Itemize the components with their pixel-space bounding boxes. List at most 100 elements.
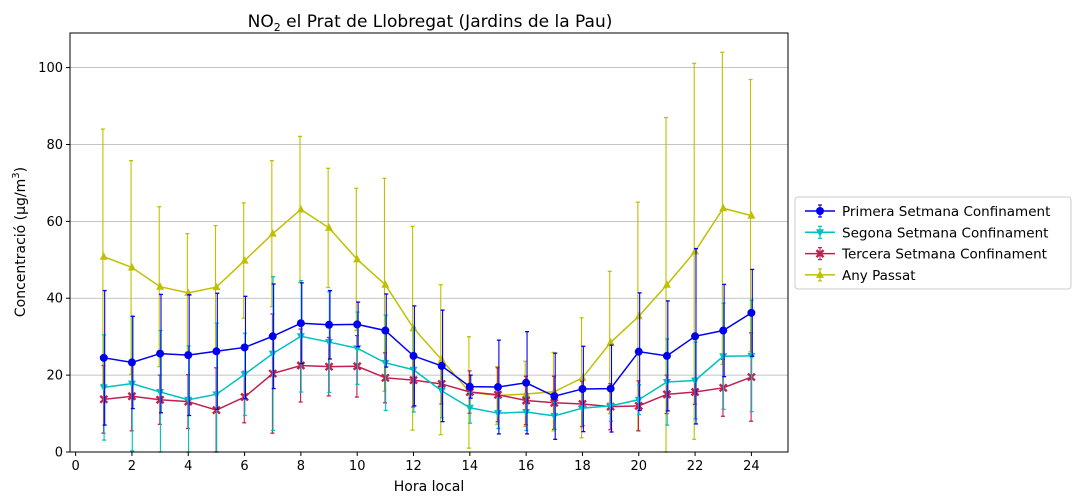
legend-label: Primera Setmana Confinament [842, 204, 1050, 220]
legend-item: Primera Setmana Confinament [805, 204, 1050, 220]
data-point [719, 203, 728, 212]
data-point [522, 378, 531, 387]
data-point [606, 337, 615, 346]
y-tick-label: 0 [55, 446, 63, 461]
chart-title-subscript: 2 [274, 21, 281, 34]
data-point [325, 339, 334, 347]
data-point [578, 405, 587, 413]
data-point [212, 282, 221, 291]
data-point [662, 280, 671, 288]
data-point [409, 366, 418, 375]
series-0 [99, 248, 756, 440]
y-axis-label-superscript: 3 [11, 172, 22, 178]
data-point [156, 282, 165, 290]
data-point [606, 384, 615, 393]
data-point [691, 332, 700, 341]
x-tick-label: 14 [462, 459, 479, 474]
data-point [353, 254, 362, 263]
data-point [662, 379, 671, 387]
data-point [381, 280, 390, 288]
data-point [662, 351, 671, 360]
data-point [578, 384, 587, 393]
x-tick-label: 10 [349, 459, 366, 474]
x-tick-label: 2 [128, 459, 136, 474]
series-line [103, 207, 752, 397]
data-point [212, 391, 221, 399]
data-point [719, 353, 728, 361]
legend-box [794, 196, 1072, 290]
x-axis: 0 2 4 6 8 10 12 14 16 18 20 22 24 [71, 452, 760, 474]
grid [70, 67, 788, 453]
x-tick-label: 16 [518, 459, 535, 474]
legend-item: Tercera Setmana Confinament [805, 247, 1047, 263]
x-tick-label: 6 [240, 459, 248, 474]
legend-marker [816, 229, 824, 237]
data-point [522, 409, 531, 417]
data-point [268, 229, 277, 237]
legend-label: Segona Setmana Confinament [842, 225, 1048, 241]
data-point [465, 382, 474, 391]
series-line [103, 312, 752, 398]
data-point [268, 332, 277, 341]
y-tick-label: 20 [46, 369, 63, 384]
x-tick-label: 18 [574, 459, 591, 474]
y-axis-label: Concentració (µg/m3) [11, 167, 29, 317]
chart-title-rest: el Prat de Llobregat (Jardins de la Pau) [281, 12, 613, 32]
data-point [240, 371, 249, 379]
data-point [127, 358, 136, 367]
y-tick-label: 40 [46, 292, 63, 307]
y-tick-label: 60 [46, 215, 63, 230]
y-axis-label-main: Concentració (µg/m [13, 179, 29, 317]
data-point [747, 308, 756, 317]
data-point [156, 349, 165, 358]
legend-label: Any Passat [842, 268, 916, 284]
x-tick-label: 0 [71, 459, 79, 474]
series-line [103, 364, 752, 411]
legend-item: Any Passat [805, 268, 916, 284]
x-tick-label: 22 [687, 459, 704, 474]
legend: Primera Setmana Confinament Segona Setman… [794, 196, 1072, 290]
y-tick-label: 100 [38, 61, 63, 76]
data-point [550, 412, 559, 421]
x-tick-label: 4 [184, 459, 192, 474]
series-1 [99, 276, 756, 453]
legend-marker [816, 207, 824, 215]
x-tick-label: 8 [297, 459, 305, 474]
data-point [634, 311, 643, 320]
series-3 [99, 51, 756, 453]
y-tick-label: 80 [46, 138, 63, 153]
data-point [381, 359, 390, 368]
data-point [578, 373, 587, 381]
data-point [127, 380, 136, 389]
x-tick-label: 20 [630, 459, 647, 474]
data-point [691, 377, 700, 386]
data-point [437, 387, 446, 396]
legend-label: Tercera Setmana Confinament [841, 247, 1047, 263]
data-point [634, 396, 643, 405]
data-point [127, 262, 136, 271]
data-point [353, 320, 362, 329]
data-point [550, 392, 559, 401]
data-point [212, 347, 221, 356]
data-point [719, 326, 728, 335]
data-point [606, 402, 615, 411]
x-tick-label: 12 [405, 459, 422, 474]
data-point [437, 361, 446, 370]
data-point [99, 384, 108, 392]
data-point [381, 326, 390, 335]
data-point [493, 410, 502, 418]
series-2 [99, 313, 756, 453]
plot-frame [69, 32, 789, 453]
data-point [325, 320, 334, 329]
x-axis-label: Hora local [394, 479, 465, 495]
data-point [296, 319, 305, 328]
data-point [493, 383, 502, 392]
y-axis: 0 20 40 60 80 100 [38, 61, 70, 461]
legend-marker [816, 270, 824, 278]
data-point [409, 351, 418, 360]
data-point [156, 389, 165, 397]
data-point [437, 355, 446, 363]
chart-title-main: NO [248, 12, 274, 32]
chart-title: NO2 el Prat de Llobregat (Jardins de la … [248, 12, 613, 34]
